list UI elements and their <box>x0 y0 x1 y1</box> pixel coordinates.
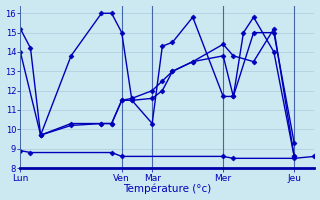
X-axis label: Température (°c): Température (°c) <box>123 184 212 194</box>
